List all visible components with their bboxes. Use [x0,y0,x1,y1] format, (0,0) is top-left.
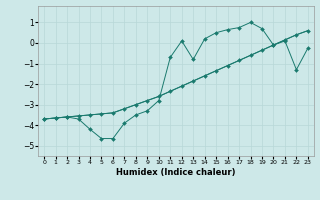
X-axis label: Humidex (Indice chaleur): Humidex (Indice chaleur) [116,168,236,177]
